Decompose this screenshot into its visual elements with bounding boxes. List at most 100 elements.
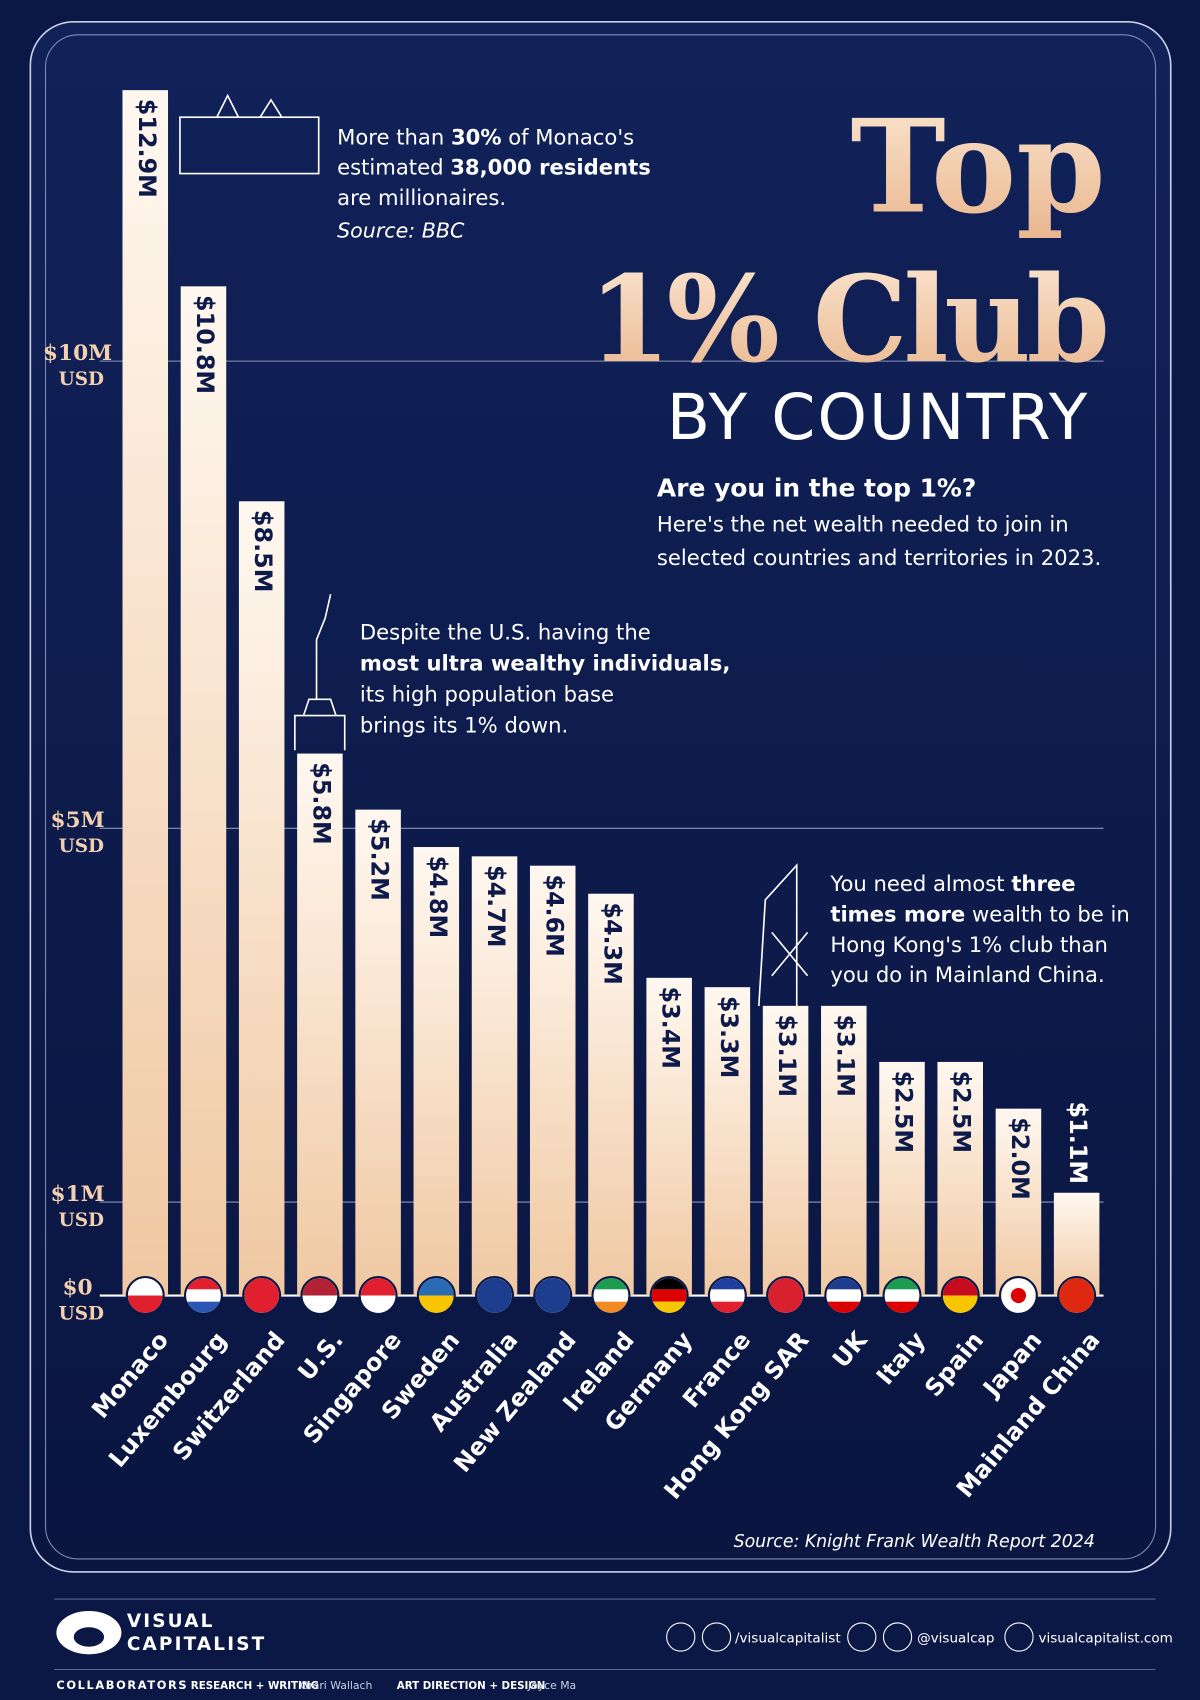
annotation-text: More than (337, 124, 451, 149)
flag (943, 1296, 978, 1314)
value-label: $2.5M (948, 1071, 976, 1154)
annotation-text: are millionaires. (337, 185, 506, 210)
annotation: times more wealth to be in (830, 902, 1129, 927)
social-icon (701, 1622, 732, 1652)
logo-mark (73, 1627, 105, 1647)
icon (294, 593, 346, 751)
social-icon (1004, 1622, 1034, 1652)
flag (885, 1289, 920, 1301)
bar (588, 893, 634, 1296)
description: selected countries and territories in 20… (657, 545, 1101, 570)
bar (413, 847, 460, 1296)
annotation: Despite the U.S. having the (360, 620, 651, 645)
credit-role: RESEARCH + WRITING (191, 1680, 319, 1692)
flag (361, 1277, 396, 1295)
value-label: $2.5M (890, 1071, 918, 1154)
annotation-text: times more (830, 902, 965, 927)
annotation: brings its 1% down. (360, 712, 568, 737)
annotation: most ultra wealthy individuals, (360, 651, 730, 676)
value-label: $10.8M (191, 295, 219, 394)
flag (1010, 1287, 1027, 1304)
source: Source: Knight Frank Wealth Report 2024 (734, 1532, 1095, 1552)
flag (303, 1296, 338, 1314)
value-label: $5.2M (366, 818, 394, 901)
bar (762, 1005, 809, 1296)
bar (646, 977, 692, 1296)
flag (826, 1289, 861, 1301)
annotation: Hong Kong's 1% club than (830, 932, 1108, 957)
annotation-text: 38,000 residents (450, 155, 651, 180)
flag (943, 1277, 978, 1295)
value-label: $3.4M (657, 986, 685, 1069)
annotation: you do in Mainland China. (830, 962, 1104, 987)
y-tick-label: $1M USD (50, 1182, 112, 1231)
bar (238, 501, 285, 1296)
annotation-text: you do in Mainland China. (830, 962, 1104, 987)
flag (768, 1278, 803, 1313)
flag (186, 1289, 221, 1301)
flag (535, 1278, 571, 1313)
flag (1059, 1278, 1094, 1313)
value-label: $4.7M (482, 865, 510, 948)
logo-text: CAPITALIST (127, 1634, 267, 1655)
bar (937, 1061, 983, 1296)
footer-link: @visualcap (917, 1630, 994, 1646)
inner-frame (44, 34, 1157, 1560)
annotation-text: You need almost (829, 871, 1011, 896)
bar (297, 753, 343, 1296)
bar (355, 809, 401, 1296)
bar (879, 1061, 925, 1296)
annotation-text: wealth to be in (965, 902, 1130, 927)
annotation-text: most ultra wealthy individuals, (360, 651, 730, 676)
annotation-text: Hong Kong's 1% club than (830, 932, 1108, 957)
chart: $0 USD$1M USD$5M USD$10M USD$12.9MMonaco… (43, 90, 1130, 1552)
chart-subtitle: BY COUNTRY (667, 381, 1090, 454)
bar (529, 865, 576, 1296)
value-label: $4.3M (598, 902, 626, 985)
flag (710, 1289, 745, 1301)
footer-link: /visualcapitalist (735, 1630, 841, 1646)
value-label: $12.9M (133, 99, 161, 198)
value-label: $3.3M (715, 996, 743, 1079)
value-label: $1.1M (1064, 1102, 1092, 1185)
flag (303, 1277, 338, 1295)
flag (244, 1278, 280, 1313)
annotation: are millionaires. (337, 185, 506, 210)
flag (128, 1277, 163, 1295)
annotation-text: its high population base (360, 681, 614, 706)
flag (361, 1296, 396, 1314)
social-icon (847, 1622, 877, 1652)
annotation-source: Source: BBC (337, 219, 465, 243)
chart-title: Top (850, 93, 1105, 243)
credit-name: Omri Wallach (300, 1679, 372, 1692)
icon (216, 93, 283, 118)
chart-title: 1% Club (588, 250, 1106, 390)
annotation-text: of Monaco's (502, 124, 635, 149)
y-tick-label: $0 USD (59, 1275, 104, 1324)
annotation-text: brings its 1% down. (360, 712, 568, 737)
footer-link: visualcapitalist.com (1038, 1630, 1172, 1646)
credit-role: ART DIRECTION + DESIGN (397, 1680, 546, 1692)
flag (128, 1296, 163, 1314)
annotation-text: estimated (337, 155, 450, 180)
icon (757, 863, 809, 1007)
logo-text: VISUAL (127, 1611, 215, 1632)
bar (821, 1005, 867, 1296)
bar (122, 90, 169, 1296)
bar (180, 286, 227, 1296)
icon (179, 116, 320, 175)
flag (652, 1289, 687, 1301)
value-label: $4.8M (424, 856, 452, 939)
value-label: $2.0M (1006, 1117, 1034, 1200)
annotation-text: three (1011, 871, 1075, 896)
value-label: $3.1M (773, 1015, 801, 1098)
flag (594, 1289, 629, 1301)
annotation: estimated 38,000 residents (337, 155, 651, 180)
value-label: $3.1M (831, 1015, 859, 1098)
value-label: $4.6M (540, 874, 568, 957)
flag (477, 1278, 512, 1313)
value-label: $8.5M (249, 510, 277, 593)
question: Are you in the top 1%? (657, 474, 976, 503)
annotation-text: Despite the U.S. having the (360, 620, 651, 645)
